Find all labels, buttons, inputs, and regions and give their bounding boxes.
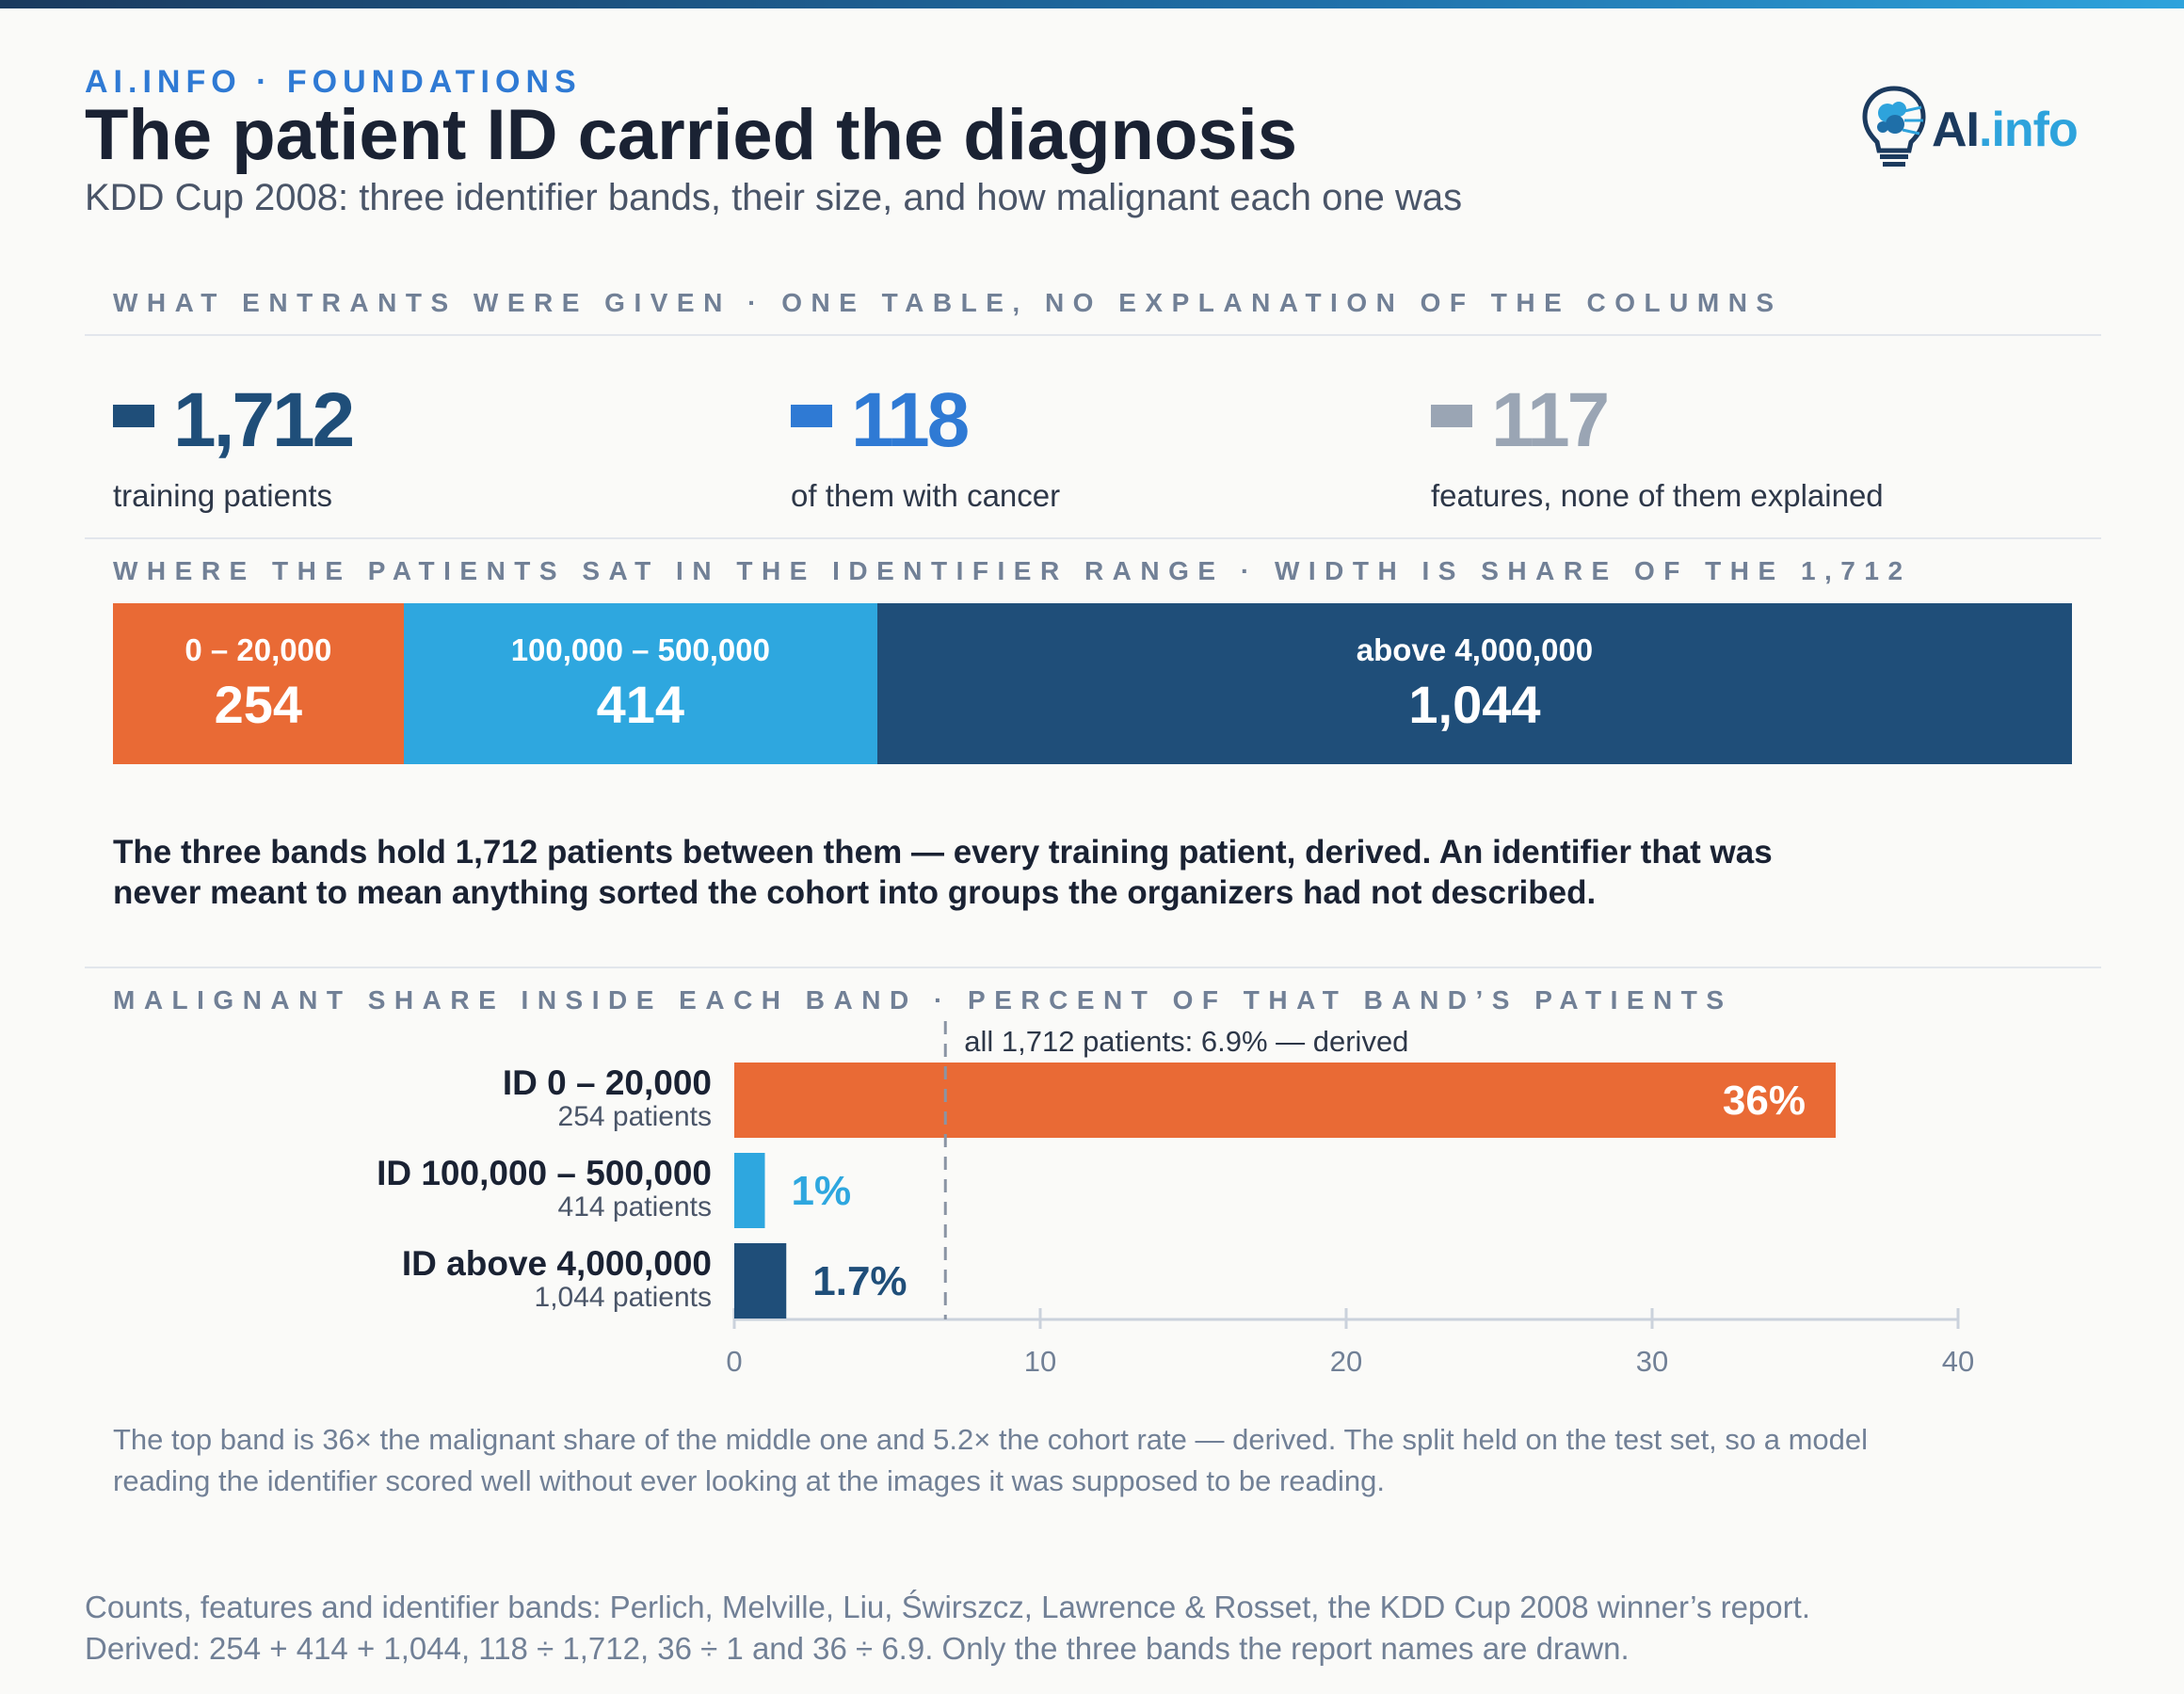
x-tick-label: 0 <box>726 1345 742 1378</box>
eyebrow: AI.INFO · FOUNDATIONS <box>85 64 582 100</box>
stat-label: features, none of them explained <box>1431 478 1884 513</box>
bar-value-label: 1.7% <box>812 1258 907 1304</box>
reference-label: all 1,712 patients: 6.9% — derived <box>964 1025 1408 1058</box>
stat-value: 118 <box>851 377 970 463</box>
section-label-bands: WHERE THE PATIENTS SAT IN THE IDENTIFIER… <box>113 556 1912 585</box>
bar <box>734 1243 787 1318</box>
stat-swatch <box>113 405 154 427</box>
stat-value: 117 <box>1491 377 1610 463</box>
stat-value: 1,712 <box>173 377 355 463</box>
top-accent-bar <box>0 0 2184 8</box>
footer-sources: Counts, features and identifier bands: P… <box>85 1590 1810 1624</box>
bar-category-label: ID 100,000 – 500,000 <box>377 1154 712 1192</box>
band-count: 1,044 <box>1408 675 1541 734</box>
stat-label: of them with cancer <box>791 478 1061 513</box>
bar-category-label: ID above 4,000,000 <box>402 1244 712 1283</box>
bar-category-label: ID 0 – 20,000 <box>503 1063 712 1102</box>
chart-caption: The top band is 36× the malignant share … <box>113 1423 1869 1497</box>
x-tick-label: 30 <box>1636 1345 1668 1378</box>
source-footer: Counts, features and identifier bands: P… <box>85 1587 2062 1670</box>
bar-value-label: 1% <box>792 1168 852 1214</box>
lightbulb-brain-icon <box>1862 86 1926 167</box>
band-segment-low: 0 – 20,000 254 <box>113 603 404 764</box>
divider <box>85 334 2101 336</box>
stat-swatch <box>791 405 832 427</box>
x-tick-label: 10 <box>1024 1345 1056 1378</box>
stat-swatch <box>1431 405 1472 427</box>
bar-sublabel: 1,044 patients <box>535 1282 712 1313</box>
band-count: 414 <box>596 675 685 734</box>
band-segment-mid: 100,000 – 500,000 414 <box>403 603 877 764</box>
divider <box>85 967 2101 968</box>
bar-value-label: 36% <box>1723 1078 1806 1124</box>
section-label-malignant: MALIGNANT SHARE INSIDE EACH BAND · PERCE… <box>113 985 1733 1015</box>
page-title: The patient ID carried the diagnosis <box>85 95 1298 175</box>
divider <box>85 537 2101 539</box>
bar <box>734 1063 1836 1138</box>
footer-derived: Derived: 254 + 414 + 1,044, 118 ÷ 1,712,… <box>85 1631 1630 1666</box>
page-subtitle: KDD Cup 2008: three identifier bands, th… <box>85 177 1463 218</box>
band-segment-high: above 4,000,000 1,044 <box>876 603 2072 764</box>
x-tick-label: 20 <box>1330 1345 1362 1378</box>
band-note: The three bands hold 1,712 patients betw… <box>113 834 1773 911</box>
band-count: 254 <box>214 675 303 734</box>
bar-sublabel: 414 patients <box>558 1191 712 1223</box>
band-range: 0 – 20,000 <box>185 632 332 667</box>
ai-info-logo: AI.info <box>1859 83 2104 173</box>
band-range: above 4,000,000 <box>1356 632 1594 667</box>
section-label-given: WHAT ENTRANTS WERE GIVEN · ONE TABLE, NO… <box>113 288 1783 317</box>
bar-sublabel: 254 patients <box>558 1101 712 1132</box>
band-range: 100,000 – 500,000 <box>510 632 770 667</box>
stat-label: training patients <box>113 478 332 513</box>
x-tick-label: 40 <box>1942 1345 1974 1378</box>
logo-wordmark: AI.info <box>1932 103 2079 157</box>
bar <box>734 1153 765 1228</box>
